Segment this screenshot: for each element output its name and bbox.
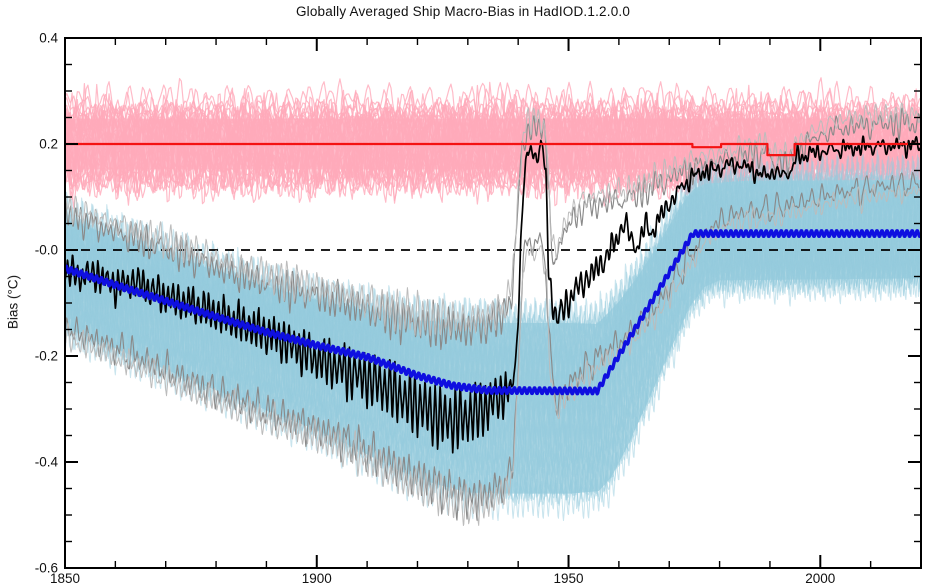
y-axis-label: Bias (°C)	[5, 274, 21, 330]
chart-title: Globally Averaged Ship Macro-Bias in Had…	[295, 4, 631, 19]
